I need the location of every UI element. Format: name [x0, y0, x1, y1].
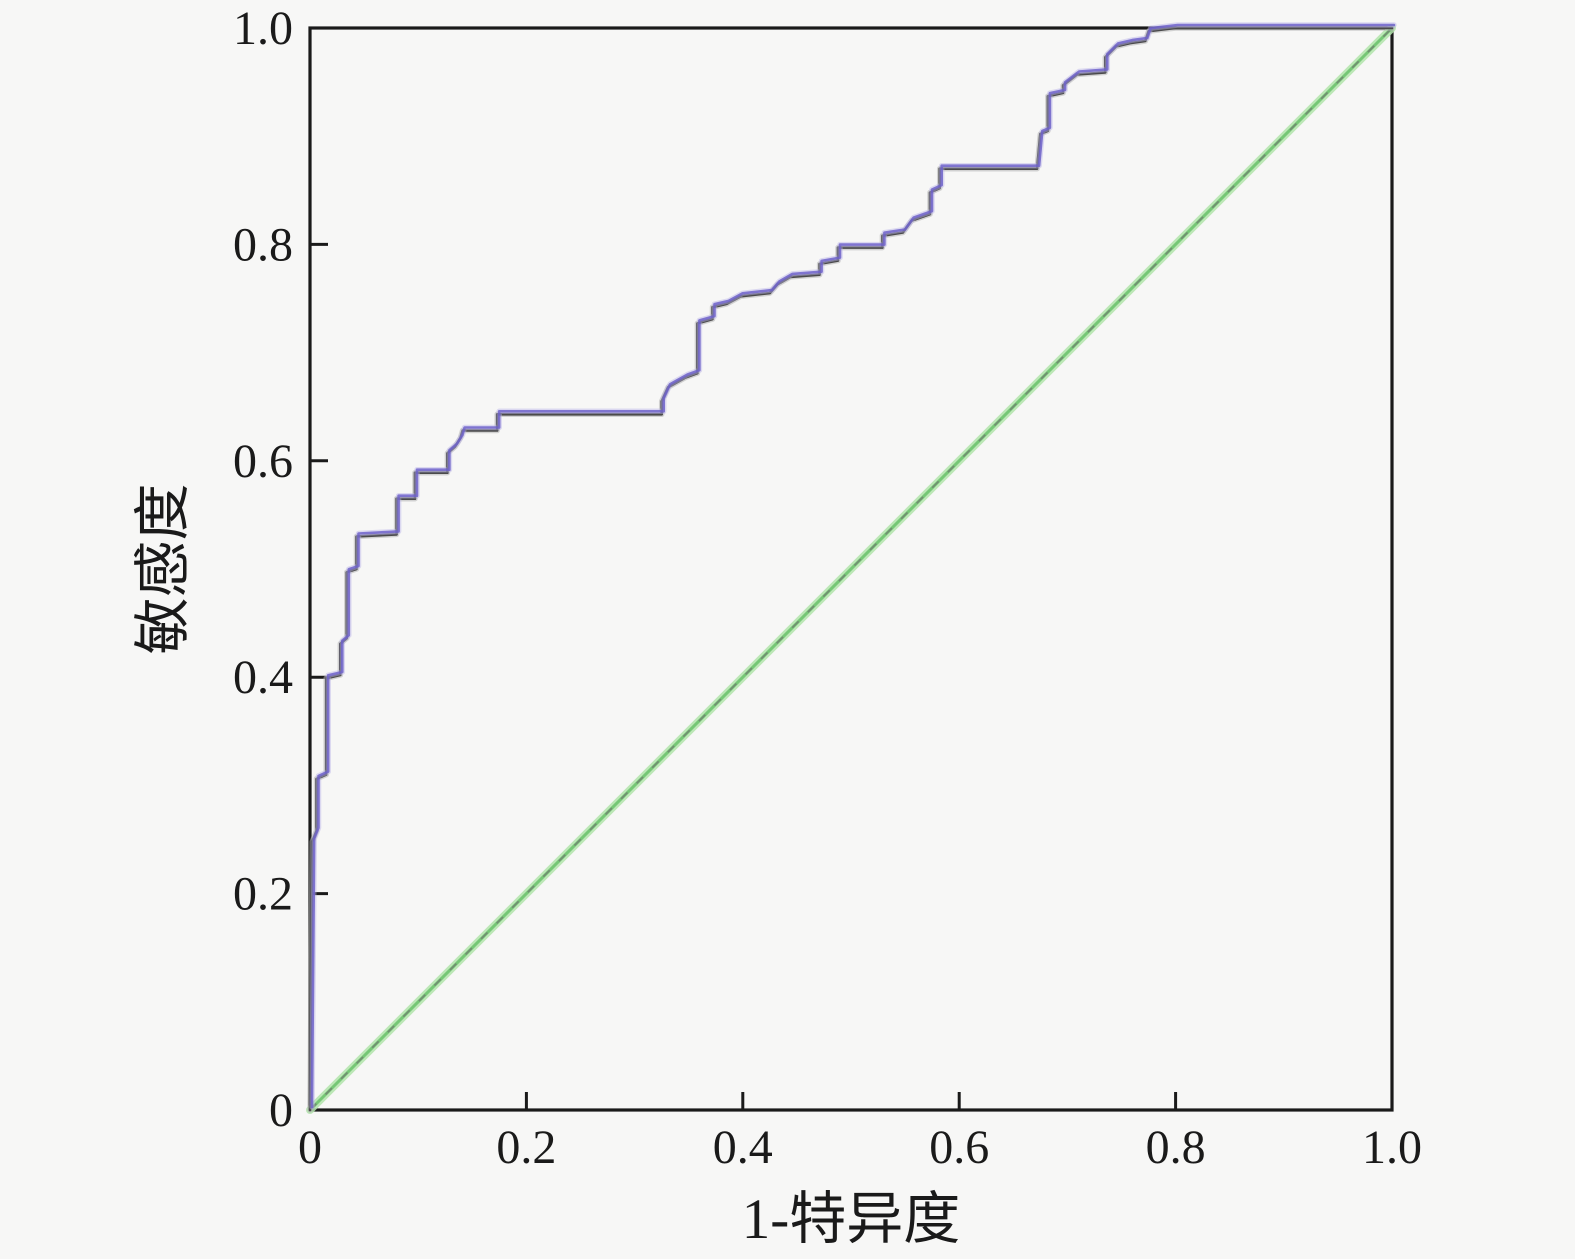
roc-curve-gray-core	[308, 26, 1394, 1112]
plot-frame	[308, 26, 1394, 1112]
x-tick-label: 0.8	[1146, 1121, 1206, 1174]
roc-curve	[307, 22, 1397, 1113]
x-axis-title: 1-特异度	[742, 1188, 960, 1251]
x-tick-label: 0.2	[496, 1121, 556, 1174]
y-axis-tick-labels: 0 0.2 0.4 0.6 0.8 1.0	[233, 2, 293, 1137]
roc-curve-blue-core	[310, 23, 1396, 1109]
y-tick-label: 1.0	[233, 2, 293, 55]
x-tick-label: 0	[298, 1121, 322, 1174]
x-tick-label: 1.0	[1362, 1121, 1422, 1174]
x-tick-label: 0.6	[929, 1121, 989, 1174]
y-tick-label: 0.4	[233, 651, 293, 704]
x-axis-ticks	[524, 1092, 1178, 1110]
roc-curve-blue-overlay	[309, 22, 1397, 1110]
y-axis-title: 敏感度	[132, 484, 195, 655]
x-axis-tick-labels: 0 0.2 0.4 0.6 0.8 1.0	[298, 1121, 1422, 1174]
reference-diagonal-line	[306, 24, 1396, 1114]
y-tick-label: 0	[269, 1084, 293, 1137]
reference-line-core	[308, 26, 1394, 1112]
y-tick-label: 0.6	[233, 435, 293, 488]
y-tick-label: 0.8	[233, 218, 293, 271]
y-tick-label: 0.2	[233, 868, 293, 921]
x-tick-label: 0.4	[713, 1121, 773, 1174]
